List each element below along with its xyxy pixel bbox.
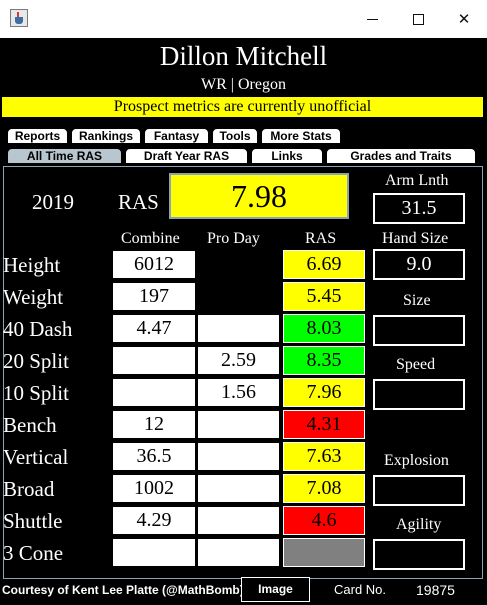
metric-label: 10 Split	[3, 381, 69, 405]
maximize-button[interactable]	[395, 0, 441, 38]
player-name: Dillon Mitchell	[159, 41, 328, 71]
ras-label: RAS	[118, 190, 159, 214]
pro-day-cell	[197, 250, 280, 279]
metric-label: Bench	[3, 413, 57, 437]
ras-cell: 7.63	[283, 442, 365, 471]
metric-label: 3 Cone	[3, 541, 64, 565]
metric-label: 20 Split	[3, 349, 69, 373]
tab-rankings[interactable]: Rankings	[71, 128, 141, 144]
metric-label: 40 Dash	[3, 317, 73, 341]
pro-day-cell: 2.59	[197, 346, 280, 375]
ras-cell: 8.35	[283, 346, 365, 375]
ras-cell: 4.31	[283, 410, 365, 439]
java-cup-icon[interactable]	[10, 9, 28, 27]
ras-score: 7.98	[169, 173, 349, 219]
explosion-value	[373, 475, 465, 506]
combine-cell: 36.5	[112, 442, 196, 471]
ras-cell: 4.6	[283, 506, 365, 535]
tab-reports[interactable]: Reports	[7, 128, 68, 144]
ras-cell: 8.03	[283, 314, 365, 343]
speed-value	[373, 379, 465, 410]
pro-day-cell	[197, 410, 280, 439]
arm-length-value: 31.5	[373, 193, 465, 224]
tab-more-stats[interactable]: More Stats	[261, 128, 341, 144]
combine-cell	[112, 538, 196, 567]
combine-cell: 4.29	[112, 506, 196, 535]
minimize-button[interactable]	[349, 0, 395, 38]
combine-cell: 4.47	[112, 314, 196, 343]
image-button[interactable]: Image	[241, 577, 310, 602]
draft-year: 2019	[32, 190, 74, 214]
column-pro-day: Pro Day	[207, 230, 260, 247]
size-label: Size	[403, 292, 431, 309]
ras-cell: 5.45	[283, 282, 365, 311]
tab-links[interactable]: Links	[251, 148, 323, 164]
agility-value	[373, 539, 465, 570]
explosion-label: Explosion	[384, 452, 449, 469]
arm-length-label: Arm Lnth	[385, 172, 449, 189]
pro-day-cell	[197, 442, 280, 471]
credit-text: Courtesy of Kent Lee Platte (@MathBomb)	[2, 583, 244, 597]
ras-cell	[283, 538, 365, 567]
metric-label: Broad	[3, 477, 55, 501]
metric-label: Shuttle	[3, 509, 63, 533]
ras-cell: 7.96	[283, 378, 365, 407]
combine-cell	[112, 346, 196, 375]
ras-cell: 6.69	[283, 250, 365, 279]
column-combine: Combine	[121, 230, 180, 247]
column-ras: RAS	[305, 230, 337, 247]
metric-label: Height	[3, 253, 61, 277]
card-number: 19875	[416, 582, 455, 598]
pro-day-cell	[197, 474, 280, 503]
speed-label: Speed	[396, 356, 436, 373]
card-number-label: Card No.	[334, 582, 387, 597]
agility-label: Agility	[396, 516, 442, 533]
title-bar: ✕	[0, 0, 487, 38]
combine-cell: 12	[112, 410, 196, 439]
tab-fantasy[interactable]: Fantasy	[144, 128, 209, 144]
pro-day-cell	[197, 314, 280, 343]
pro-day-cell	[197, 506, 280, 535]
combine-cell: 6012	[112, 250, 196, 279]
pro-day-cell: 1.56	[197, 378, 280, 407]
pro-day-cell	[197, 538, 280, 567]
tab-tools[interactable]: Tools	[212, 128, 258, 144]
pro-day-cell	[197, 282, 280, 311]
player-meta: WR | Oregon	[201, 76, 286, 93]
unofficial-notice: Prospect metrics are currently unofficia…	[2, 97, 483, 117]
size-value	[373, 315, 465, 346]
hand-size-value: 9.0	[373, 249, 465, 280]
metric-label: Weight	[3, 285, 64, 309]
maximize-icon	[412, 13, 424, 25]
metric-label: Vertical	[3, 445, 69, 469]
combine-cell: 197	[112, 282, 196, 311]
tab-grades-and-traits[interactable]: Grades and Traits	[326, 148, 476, 164]
close-button[interactable]: ✕	[441, 0, 487, 38]
tab-all-time-ras[interactable]: All Time RAS	[7, 148, 122, 164]
close-icon: ✕	[457, 10, 471, 28]
combine-cell	[112, 378, 196, 407]
ras-cell: 7.08	[283, 474, 365, 503]
hand-size-label: Hand Size	[382, 230, 449, 247]
combine-cell: 1002	[112, 474, 196, 503]
minimize-icon	[366, 18, 378, 20]
tab-draft-year-ras[interactable]: Draft Year RAS	[125, 148, 248, 164]
